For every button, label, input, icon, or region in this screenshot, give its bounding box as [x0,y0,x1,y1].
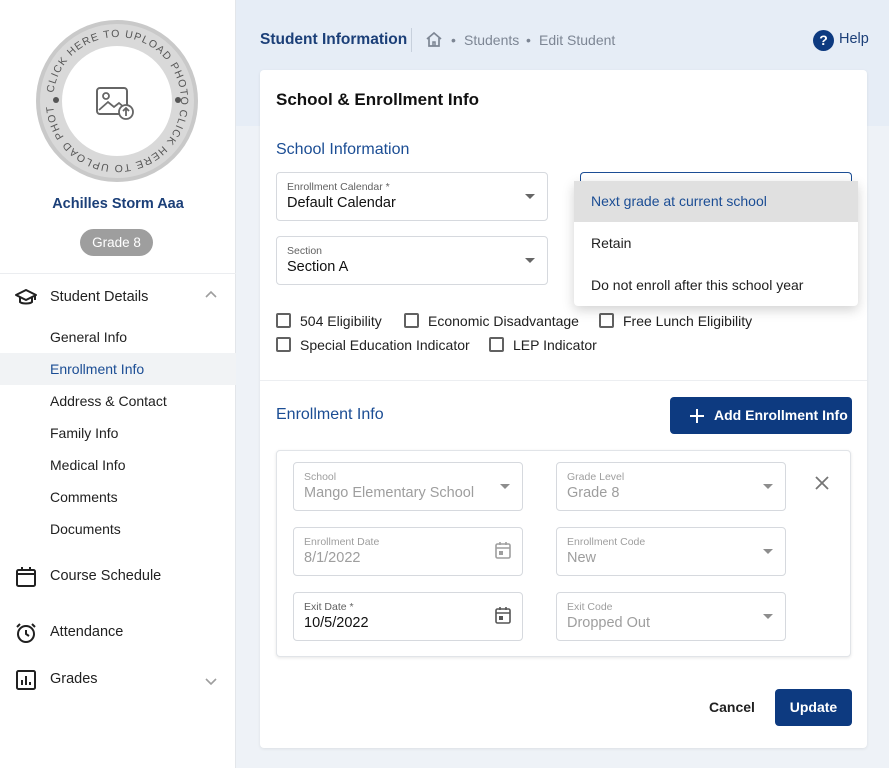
dropdown-arrow-icon [500,484,510,489]
field-value: Mango Elementary School [304,485,475,501]
grade-badge: Grade 8 [80,229,153,256]
field-value: 10/5/2022 [304,615,369,631]
graduation-cap-icon [15,289,37,305]
photo-placeholder [62,46,172,156]
school-select: School Mango Elementary School [293,462,523,511]
nav-enrollment-info[interactable]: Enrollment Info [0,353,236,385]
dropdown-arrow-icon [763,549,773,554]
field-label: Grade Level [567,471,625,483]
nav-course-schedule[interactable]: Course Schedule [0,558,236,594]
add-enrollment-info-label: Add Enrollment Info [714,407,848,423]
enrollment-info-title: Enrollment Info [276,406,384,423]
page-title: Student Information [260,31,408,48]
nav-family-info[interactable]: Family Info [50,425,119,441]
nav-student-details-label: Student Details [50,289,149,305]
enrollment-calendar-select[interactable]: Enrollment Calendar * Default Calendar [276,172,548,221]
nav-grades-label: Grades [50,671,98,687]
exit-date-field[interactable]: Exit Date * 10/5/2022 [293,592,523,641]
nav-grades[interactable]: Grades [0,661,236,697]
help-icon[interactable]: ? [813,30,834,51]
field-label: Section [287,245,323,257]
checkbox-free-lunch-eligibility[interactable] [599,313,614,328]
field-label: Exit Code [567,601,613,613]
nav-comments[interactable]: Comments [50,489,118,505]
dropdown-arrow-icon [525,258,535,263]
calendar-icon [495,542,511,559]
dropdown-arrow-icon [525,194,535,199]
field-value: Section A [287,259,349,275]
dropdown-arrow-icon [763,484,773,489]
enrollment-code-select: Enrollment Code New [556,527,786,576]
calendar-icon[interactable] [495,606,511,624]
sidebar: CLICK HERE TO UPLOAD PHOTO CLICK HERE TO… [0,0,236,768]
checkbox-economic-disadvantage[interactable] [404,313,419,328]
nav-course-schedule-label: Course Schedule [50,568,162,584]
nav-documents[interactable]: Documents [50,521,121,537]
checkbox-label: 504 Eligibility [300,313,382,329]
checkbox-504-eligibility[interactable] [276,313,291,328]
breadcrumb-separator: • [526,32,531,48]
nav-student-details[interactable]: Student Details [0,279,236,315]
home-icon[interactable] [425,31,443,48]
field-value: Dropped Out [567,615,651,631]
close-icon[interactable] [814,475,830,491]
bar-chart-icon [16,670,36,690]
plus-icon [690,409,704,423]
breadcrumb-separator: • [451,32,456,48]
checkbox-label: Free Lunch Eligibility [623,313,753,329]
cancel-button[interactable]: Cancel [709,699,755,715]
help-link[interactable]: Help [839,31,869,47]
checkbox-label: Special Education Indicator [300,337,470,353]
nav-attendance-label: Attendance [50,624,124,640]
chevron-down-icon[interactable] [204,677,218,687]
dropdown-arrow-icon [763,614,773,619]
nav-general-info[interactable]: General Info [50,329,128,345]
image-upload-icon [96,87,134,120]
alarm-clock-icon [16,623,36,643]
checkbox-special-education[interactable] [276,337,291,352]
next-year-status-menu: Next grade at current school Retain Do n… [574,181,858,306]
field-value: New [567,550,597,566]
add-enrollment-info-button[interactable]: Add Enrollment Info [670,397,852,434]
checkbox-label: Economic Disadvantage [428,313,579,329]
field-value: Default Calendar [287,195,396,211]
header-separator [411,28,412,52]
field-label: Enrollment Calendar * [287,181,390,193]
upload-photo-button[interactable]: CLICK HERE TO UPLOAD PHOTO CLICK HERE TO… [36,20,198,182]
school-information-title: School Information [276,141,410,158]
field-label: Exit Date * [304,601,354,613]
menu-item-retain[interactable]: Retain [591,235,632,251]
chevron-up-icon[interactable] [204,289,218,299]
nav-address-contact[interactable]: Address & Contact [50,393,167,409]
checkbox-lep-indicator[interactable] [489,337,504,352]
section-select[interactable]: Section Section A [276,236,548,285]
field-label: Enrollment Date [304,536,380,548]
field-label: School [304,471,337,483]
nav-attendance[interactable]: Attendance [0,614,236,650]
card-title: School & Enrollment Info [276,90,480,109]
field-label: Enrollment Code [567,536,646,548]
field-value: Grade 8 [567,485,620,501]
section-divider [260,380,867,381]
update-button[interactable]: Update [775,689,852,726]
field-value: 8/1/2022 [304,550,361,566]
exit-code-select: Exit Code Dropped Out [556,592,786,641]
menu-item-do-not-enroll[interactable]: Do not enroll after this school year [591,277,804,293]
checkbox-label: LEP Indicator [513,337,597,353]
student-name: Achilles Storm Aaa [52,196,184,212]
breadcrumb-edit-student: Edit Student [539,32,616,48]
nav-medical-info[interactable]: Medical Info [50,457,126,473]
enrollment-date-field: Enrollment Date 8/1/2022 [293,527,523,576]
breadcrumb-students[interactable]: Students [464,32,520,48]
calendar-icon [16,567,36,587]
sidebar-divider [0,273,236,274]
grade-level-select: Grade Level Grade 8 [556,462,786,511]
menu-item-next-grade[interactable]: Next grade at current school [574,181,858,222]
